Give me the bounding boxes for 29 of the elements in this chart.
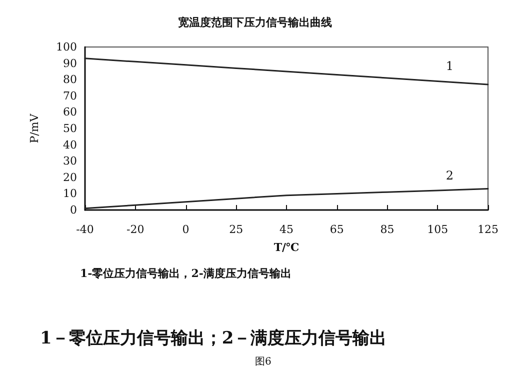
y-tick-label: 70 <box>63 89 77 102</box>
text: 1－零位压力信号输出；2－满度压力信号输出 <box>40 328 387 348</box>
chart-title: 宽温度范围下压力信号输出曲线 <box>178 16 332 29</box>
x-tick-label: 0 <box>182 223 190 236</box>
x-axis-title: T/℃ <box>274 241 300 254</box>
y-tick-label: 40 <box>63 138 77 152</box>
series-label: 2 <box>446 168 454 182</box>
y-tick-label: 20 <box>63 170 77 184</box>
x-tick-label: 85 <box>380 223 394 236</box>
x-tick-label: -20 <box>126 223 144 236</box>
x-tick-label: 25 <box>229 223 244 236</box>
caption: 图6 <box>255 356 272 368</box>
x-tick-label: 65 <box>330 223 344 236</box>
line-series <box>84 58 489 86</box>
x-tick-label: 125 <box>478 223 498 236</box>
y-tick-label: 100 <box>56 40 77 54</box>
x-tick-label: 105 <box>427 223 448 236</box>
y-tick-label: 60 <box>63 106 77 119</box>
y-axis-title: P/mV <box>28 112 41 144</box>
y-tick-label: 0 <box>70 204 77 216</box>
y-tick-label: 50 <box>63 122 77 135</box>
series-label: 1 <box>446 59 454 74</box>
x-tick-label: 45 <box>280 223 294 236</box>
y-tick-label: 90 <box>63 56 77 70</box>
y-tick-label: 30 <box>63 154 77 168</box>
text: 1-零位压力信号输出，2-满度压力信号输出 <box>80 267 292 280</box>
y-tick-label: 10 <box>63 187 77 200</box>
y-tick-label: 80 <box>63 73 77 86</box>
x-tick-label: -40 <box>76 223 94 236</box>
